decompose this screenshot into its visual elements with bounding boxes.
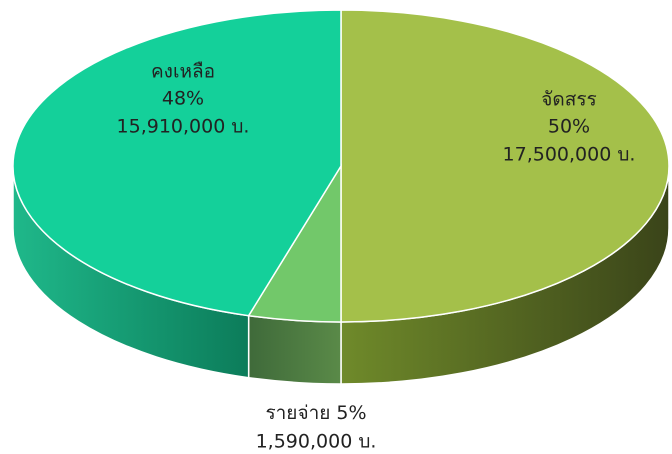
category-label: จัดสรร: [541, 89, 596, 111]
percent-label: 5%: [336, 402, 366, 424]
category-label: คงเหลือ: [151, 61, 215, 83]
category-label: รายจ่าย: [265, 402, 330, 424]
percent-label: 50%: [548, 116, 590, 138]
percent-label: 48%: [162, 88, 204, 110]
value-label: 1,590,000 บ.: [256, 431, 377, 453]
value-label: 17,500,000 บ.: [503, 144, 636, 166]
slice: [12, 9, 342, 317]
slice: [340, 9, 670, 323]
slice-side: [247, 314, 342, 385]
data-label: รายจ่าย 5%: [265, 402, 366, 424]
value-label: 15,910,000 บ.: [117, 116, 250, 138]
